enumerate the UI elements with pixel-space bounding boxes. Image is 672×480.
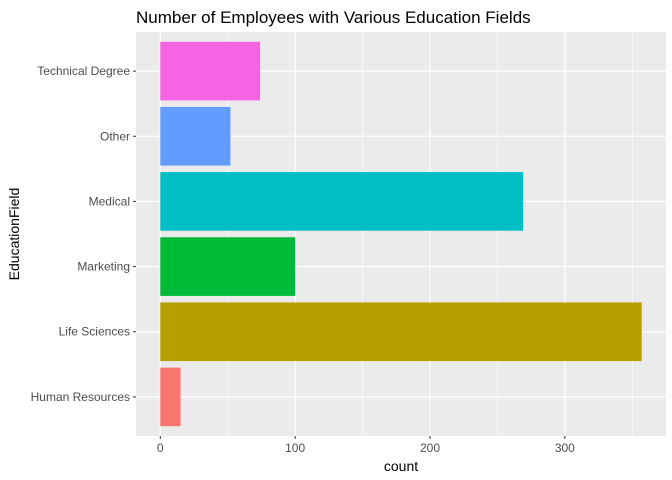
bar-human-resources [160, 367, 181, 427]
bars [160, 41, 642, 427]
y-tick-label: Medical [89, 194, 130, 208]
y-tick-label: Life Sciences [59, 325, 130, 339]
y-axis: Human Resources Life Sciences Marketing Med… [31, 64, 136, 404]
y-tick-label: Other [100, 129, 130, 143]
y-tick-label: Marketing [77, 260, 130, 274]
bar-technical-degree [160, 41, 261, 101]
x-tick-label: 0 [157, 441, 164, 455]
chart-title: Number of Employees with Various Educati… [136, 8, 531, 27]
bar-marketing [160, 237, 296, 296]
x-tick-label: 200 [420, 441, 440, 455]
y-axis-title: EducationField [6, 188, 22, 281]
x-axis: 0 100 200 300 [157, 436, 575, 455]
bar-life-sciences [160, 302, 642, 362]
y-tick-label: Technical Degree [37, 64, 130, 78]
x-tick-label: 300 [555, 441, 575, 455]
x-tick-label: 100 [285, 441, 305, 455]
bar-medical [160, 172, 524, 231]
x-axis-title: count [384, 458, 418, 474]
y-tick-label: Human Resources [31, 390, 130, 404]
bar-other [160, 106, 231, 166]
